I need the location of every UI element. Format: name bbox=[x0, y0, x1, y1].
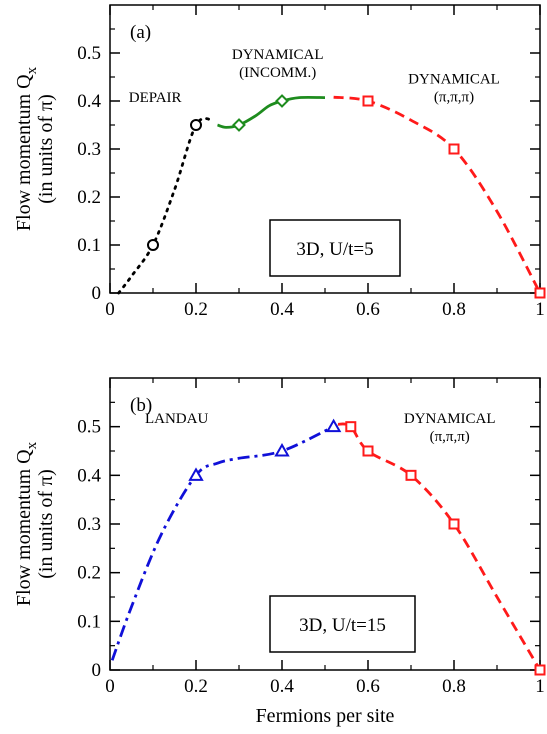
annotation-label: (INCOMM.) bbox=[239, 65, 316, 81]
y-tick-label: 0.5 bbox=[77, 43, 101, 64]
data-point-landau bbox=[274, 442, 290, 457]
data-point-depair bbox=[147, 239, 159, 251]
y-axis-title-units: (in units of π) bbox=[35, 469, 57, 579]
x-tick-label: 0.8 bbox=[442, 676, 466, 697]
x-tick-label: 0.6 bbox=[356, 299, 380, 320]
y-tick-label: 0.2 bbox=[77, 187, 101, 208]
y-tick-label: 0.1 bbox=[77, 235, 101, 256]
data-point-incomm bbox=[232, 118, 246, 132]
data-point-dynamical bbox=[534, 664, 546, 676]
parameter-box bbox=[269, 595, 416, 653]
parameter-box bbox=[269, 219, 401, 277]
x-tick-label: 0.2 bbox=[184, 299, 208, 320]
y-axis-title: Flow momentum Qx bbox=[13, 441, 40, 606]
annotation-label: DEPAIR bbox=[129, 90, 182, 106]
y-tick-label: 0.4 bbox=[77, 465, 101, 486]
x-tick-label: 0.4 bbox=[270, 299, 294, 320]
y-tick-label: 0.3 bbox=[77, 514, 101, 535]
data-point-depair bbox=[190, 119, 202, 131]
annotation-label: DYNAMICAL bbox=[404, 411, 496, 427]
data-point-dynamical bbox=[534, 287, 546, 299]
series-line-depair bbox=[117, 117, 215, 295]
x-tick-label: 0.8 bbox=[442, 299, 466, 320]
y-axis-title-subscript: x bbox=[24, 441, 40, 449]
data-point-dynamical bbox=[405, 469, 417, 481]
x-tick-label: 0 bbox=[105, 676, 115, 697]
parameter-box-label: 3D, U/t=5 bbox=[296, 239, 373, 260]
annotation-label: (π,π,π) bbox=[434, 90, 474, 106]
annotation-label: LANDAU bbox=[145, 411, 208, 427]
annotation-label: DYNAMICAL bbox=[232, 47, 324, 63]
series-line-incomm bbox=[217, 95, 326, 129]
panel-label: (a) bbox=[130, 22, 151, 43]
x-tick-label: 0.4 bbox=[270, 676, 294, 697]
y-tick-label: 0.1 bbox=[77, 611, 101, 632]
data-point-dynamical bbox=[362, 445, 374, 457]
annotation-label: DYNAMICAL bbox=[408, 72, 500, 88]
y-tick-label: 0 bbox=[92, 660, 102, 681]
data-point-dynamical bbox=[448, 518, 460, 530]
y-tick-label: 0.4 bbox=[77, 91, 101, 112]
series-line-dynamical bbox=[337, 422, 542, 671]
y-axis-title-main: Flow momentum Q bbox=[13, 449, 35, 606]
x-tick-label: 0.6 bbox=[356, 676, 380, 697]
data-point-dynamical bbox=[362, 95, 374, 107]
y-axis-title-subscript: x bbox=[24, 66, 40, 74]
y-tick-label: 0.2 bbox=[77, 563, 101, 584]
data-point-dynamical bbox=[448, 143, 460, 155]
annotation-label: (π,π,π) bbox=[430, 429, 470, 445]
y-tick-label: 0 bbox=[92, 283, 102, 304]
x-tick-label: 1 bbox=[535, 676, 545, 697]
panel-label: (b) bbox=[130, 395, 152, 416]
x-axis-title: Fermions per site bbox=[256, 705, 395, 727]
panel-a: 0 0.2 0.4 0.6 0.8 1 0 0.1 0.2 0.3 0.4 0.5 Flow momen… bbox=[13, 4, 546, 320]
panel-b: 0 0.2 0.4 0.6 0.8 1 0 0.1 0.2 0.3 0.4 0.5 Flow momen… bbox=[13, 377, 546, 727]
y-axis-title: Flow momentum Qx bbox=[13, 66, 40, 231]
data-point-dynamical bbox=[345, 421, 357, 433]
y-axis-title-main: Flow momentum Q bbox=[13, 74, 35, 231]
data-point-landau bbox=[325, 418, 342, 433]
data-point-incomm bbox=[275, 94, 289, 108]
x-tick-label: 0 bbox=[105, 299, 115, 320]
data-point-landau bbox=[188, 467, 204, 481]
parameter-box-label: 3D, U/t=15 bbox=[299, 615, 386, 636]
x-tick-label: 1 bbox=[535, 299, 545, 320]
y-tick-label: 0.3 bbox=[77, 139, 101, 160]
y-tick-label: 0.5 bbox=[77, 417, 101, 438]
x-tick-label: 0.2 bbox=[184, 676, 208, 697]
y-axis-title-units: (in units of π) bbox=[35, 94, 57, 204]
